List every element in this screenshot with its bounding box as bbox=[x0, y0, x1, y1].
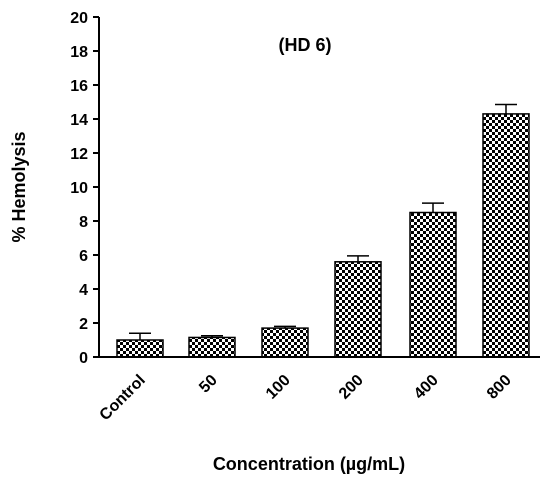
x-tick-label: 800 bbox=[484, 372, 515, 403]
y-tick-label: 18 bbox=[70, 44, 88, 61]
bar-100 bbox=[261, 327, 309, 358]
y-tick-label: 4 bbox=[79, 282, 88, 299]
y-tick-label: 2 bbox=[79, 316, 88, 333]
y-tick-label: 10 bbox=[70, 180, 88, 197]
x-axis-title: Concentration (µg/mL) bbox=[213, 454, 405, 474]
y-tick-label: 0 bbox=[79, 350, 88, 367]
bar-400 bbox=[409, 211, 457, 358]
error-bars-group bbox=[129, 103, 517, 340]
bars-group bbox=[116, 113, 530, 358]
x-tick-label: 100 bbox=[263, 372, 294, 403]
x-tick-label: 50 bbox=[196, 372, 221, 397]
chart-title: (HD 6) bbox=[279, 35, 332, 55]
bar-200 bbox=[334, 261, 382, 358]
y-tick-label: 20 bbox=[70, 10, 88, 27]
y-axis-title: % Hemolysis bbox=[9, 131, 29, 242]
x-tick-label: 200 bbox=[336, 372, 367, 403]
y-ticks-group: 0 2 4 6 8 10 12 14 16 18 20 bbox=[70, 10, 99, 367]
x-tick-label: 400 bbox=[411, 372, 442, 403]
y-tick-label: 12 bbox=[70, 146, 88, 163]
y-tick-label: 6 bbox=[79, 248, 88, 265]
y-tick-label: 16 bbox=[70, 78, 88, 95]
x-ticks-group: Control 50 100 200 400 800 bbox=[97, 372, 515, 424]
bar-800 bbox=[482, 113, 530, 358]
bar-control bbox=[116, 339, 164, 358]
y-tick-label: 8 bbox=[79, 214, 88, 231]
bar-50 bbox=[188, 336, 236, 358]
y-tick-label: 14 bbox=[70, 112, 88, 129]
x-tick-label: Control bbox=[97, 372, 149, 424]
